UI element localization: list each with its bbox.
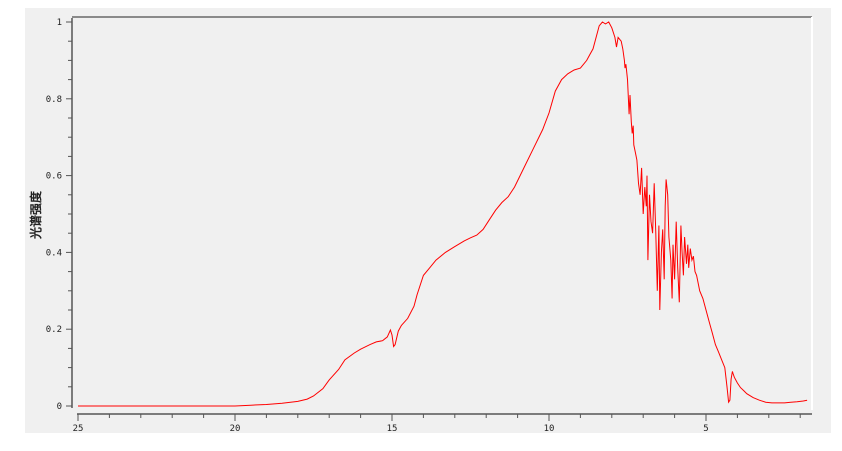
x-tick-label: 5: [703, 424, 708, 434]
x-tick-label: 15: [387, 424, 398, 434]
y-tick-label: 1: [57, 18, 62, 28]
x-tick-label: 25: [73, 424, 84, 434]
y-tick-label: 0: [57, 402, 62, 412]
x-axis: 25 20 15 10 5: [73, 414, 801, 434]
series-line: [78, 21, 808, 407]
y-axis: 0 0.2 0.4 0.6 0.8 1: [46, 18, 72, 412]
y-tick-label: 0.6: [46, 172, 62, 182]
y-tick-label: 0.4: [46, 248, 62, 258]
y-axis-label: 光谱强度: [28, 190, 43, 240]
y-tick-label: 0.8: [46, 95, 62, 105]
x-tick-label: 20: [230, 424, 241, 434]
y-tick-label: 0.2: [46, 325, 62, 335]
chart-panel: [25, 8, 831, 433]
x-tick-label: 10: [544, 424, 555, 434]
